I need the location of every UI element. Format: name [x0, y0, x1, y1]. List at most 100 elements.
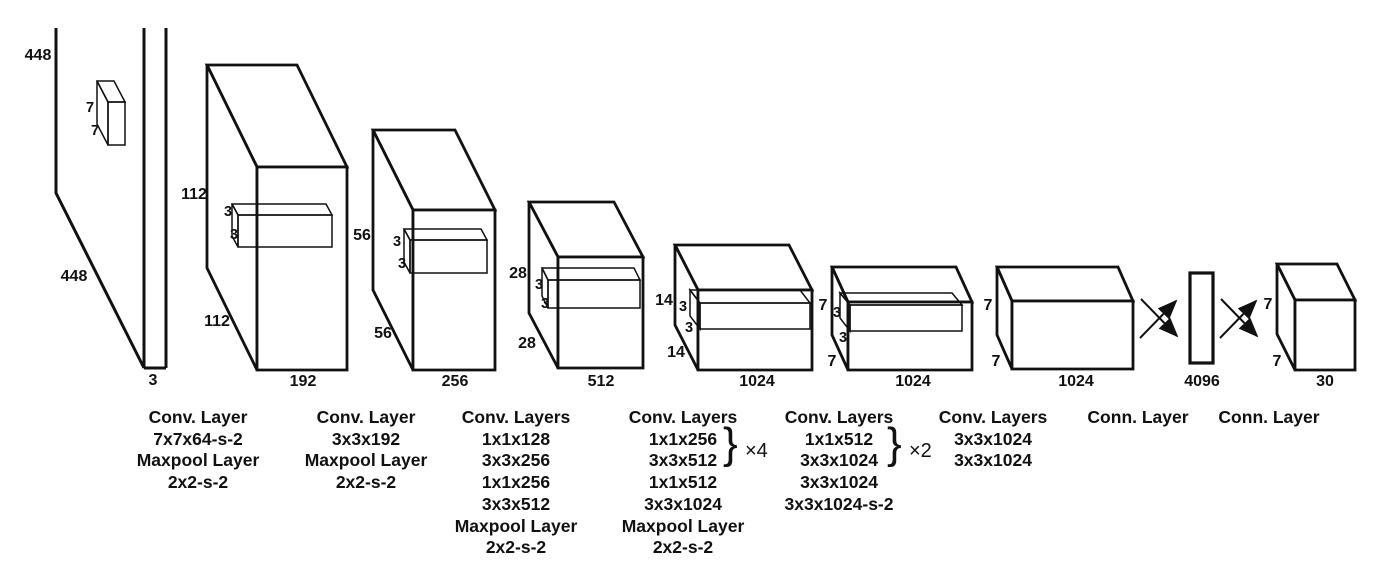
- layer-desc-col1: Conv. Layer 7x7x64-s-2 Maxpool Layer 2x2…: [118, 407, 278, 494]
- layer-line: Maxpool Layer: [454, 515, 578, 536]
- conv2-kernel-h-label: 3: [393, 234, 401, 250]
- layer-line: Conn. Layer: [1087, 407, 1189, 427]
- box-front-face: [1010, 299, 1135, 371]
- layer-line: Conv. Layers: [784, 407, 894, 427]
- output-depth-label: 30: [1316, 373, 1334, 390]
- conv3-depth-label: 512: [588, 373, 615, 390]
- layer-line: Conv. Layers: [461, 407, 571, 427]
- conv1-height-label: 112: [181, 186, 207, 203]
- layer-line: 7x7x64-s-2: [153, 428, 243, 449]
- conv1-kernel-w-label: 3: [230, 227, 238, 243]
- repeat-brace: }: [723, 419, 738, 468]
- connection-arrow: [1140, 298, 1179, 338]
- layer-line: 3x3x192: [331, 428, 401, 449]
- box-top-face: [829, 265, 975, 304]
- conv2-side-label: 56: [374, 325, 392, 342]
- layer-line: Conv. Layers: [628, 407, 738, 427]
- repeat-multiplier: ×2: [909, 440, 932, 462]
- kernel-front-face: [699, 302, 811, 330]
- box-front-face: [846, 300, 974, 372]
- input-plane-edges: [54, 28, 168, 370]
- conv1-kernel-h-label: 3: [224, 204, 232, 220]
- fc1-units-label: 4096: [1184, 373, 1220, 390]
- layer-line: 1x1x256: [481, 472, 551, 493]
- layer-line: 3x3x256: [481, 450, 551, 471]
- connection-arrow: [1220, 298, 1259, 338]
- conv4-depth-label: 1024: [739, 373, 775, 390]
- kernel-top-face: [95, 80, 127, 103]
- layer-line: Maxpool Layer: [304, 450, 428, 471]
- output-tensor: 7 7 30: [1264, 262, 1358, 390]
- kernel-front-face: [409, 239, 488, 274]
- layer-line: 1x1x512: [804, 428, 874, 449]
- layer-line: Conv. Layer: [148, 407, 248, 427]
- box-front-face: [1293, 298, 1357, 372]
- input-patch-kernel: 7 7: [86, 80, 127, 146]
- conv6-height-label: 7: [984, 297, 993, 314]
- connection-arrow: [1139, 299, 1178, 339]
- connection-arrow: [1219, 299, 1258, 339]
- fc1-connection-arrows: [1139, 298, 1179, 339]
- layer-line: 3x3x512: [481, 493, 551, 514]
- conv4-height-label: 14: [655, 292, 673, 309]
- layer-line: Conv. Layer: [316, 407, 416, 427]
- layer-line: 3x3x1024-s-2: [784, 493, 894, 514]
- conv1-depth-label: 192: [290, 373, 317, 390]
- layer-line: Maxpool Layer: [621, 515, 745, 536]
- conv2-kernel-w-label: 3: [398, 256, 406, 272]
- conv1-side-label: 112: [204, 313, 230, 330]
- conv2-depth-label: 256: [442, 373, 469, 390]
- layer-line: 1x1x256: [648, 428, 718, 449]
- fc1-layer: 4096: [1184, 271, 1220, 390]
- conv3-kernel-w-label: 3: [541, 296, 549, 312]
- conv5-feature-map: 7 7 1024 3 3: [819, 265, 975, 390]
- layer-line: Conn. Layer: [1218, 407, 1320, 427]
- output-connection-arrows: [1219, 298, 1259, 339]
- kernel-front-face: [849, 304, 963, 332]
- input-image-plane: 448 448 3: [25, 28, 168, 389]
- box-front-face: [255, 165, 349, 372]
- conv4-feature-map: 14 14 1024 3 3: [655, 243, 815, 390]
- layer-line: 1x1x128: [481, 428, 551, 449]
- conv2-feature-map: 56 56 256 3 3: [353, 128, 498, 390]
- box-front-face: [696, 288, 814, 372]
- input-side-label: 448: [61, 268, 88, 285]
- conv5-height-label: 7: [819, 297, 828, 314]
- layer-line: 3x3x1024: [954, 450, 1032, 471]
- layer-line: Conv. Layers: [938, 407, 1048, 427]
- output-side-label: 7: [1273, 353, 1282, 370]
- layer-line: 1x1x512: [648, 472, 718, 493]
- layer-line: 3x3x1024: [644, 493, 722, 514]
- conv5-kernel-h-label: 3: [833, 305, 841, 321]
- layer-line: 3x3x1024: [800, 450, 878, 471]
- box-front-face: [411, 208, 497, 372]
- layer-desc-col4: Conv. Layers 1x1x256 3x3x512 1x1x512 3x3…: [603, 407, 768, 559]
- layer-line: 3x3x1024: [800, 472, 878, 493]
- conv6-depth-label: 1024: [1058, 373, 1094, 390]
- layer-line: 2x2-s-2: [485, 537, 547, 558]
- layer-line: 2x2-s-2: [335, 472, 397, 493]
- layer-desc-col3: Conv. Layers 1x1x128 3x3x256 1x1x256 3x3…: [436, 407, 596, 559]
- layer-desc-col5: Conv. Layers 1x1x512 3x3x1024 3x3x1024 3…: [759, 407, 932, 516]
- conv4-side-label: 14: [667, 344, 685, 361]
- conv3-height-label: 28: [509, 265, 527, 282]
- layer-line: 2x2-s-2: [652, 537, 714, 558]
- layer-desc-col7: Conn. Layer: [1058, 407, 1218, 429]
- conv3-feature-map: 28 28 512 3 3: [509, 200, 646, 390]
- conv3-side-label: 28: [518, 335, 536, 352]
- conv5-side-label: 7: [828, 353, 837, 370]
- box-front-face: [556, 255, 645, 370]
- input-depth-label: 3: [149, 372, 158, 389]
- kernel-front-face: [237, 214, 333, 248]
- kernel-front-face: [107, 101, 126, 146]
- layer-line: 3x3x512: [648, 450, 718, 471]
- patch-h-label: 7: [86, 100, 94, 116]
- conv4-kernel-h-label: 3: [679, 299, 687, 315]
- patch-w-label: 7: [91, 123, 99, 139]
- repeat-multiplier: ×4: [745, 440, 768, 462]
- conv3-kernel-h-label: 3: [535, 277, 543, 293]
- layer-line: 2x2-s-2: [167, 472, 229, 493]
- repeat-brace: }: [887, 419, 902, 468]
- layer-line: 3x3x1024: [954, 428, 1032, 449]
